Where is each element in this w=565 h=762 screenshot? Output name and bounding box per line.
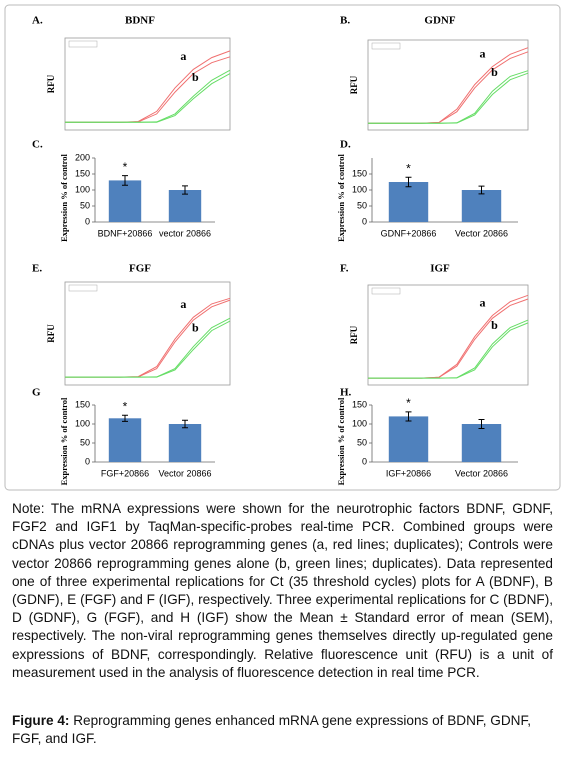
- x-tick-label: GDNF+20866: [381, 228, 437, 238]
- rfu-curve: [368, 72, 529, 124]
- x-tick-label: Vector 20866: [455, 468, 508, 478]
- x-tick-label: FGF+20866: [101, 468, 149, 478]
- y-axis-label: RFU: [349, 75, 359, 94]
- curve-label: a: [180, 49, 186, 63]
- y-tick-label: 50: [80, 200, 90, 210]
- panel-label: F.: [340, 263, 349, 275]
- panel-title: GDNF: [424, 15, 455, 27]
- y-axis-label: RFU: [46, 74, 56, 93]
- curve-label: b: [491, 318, 498, 332]
- error-bar: [182, 185, 188, 195]
- y-tick-label: 150: [75, 399, 90, 409]
- error-bar: [478, 185, 485, 195]
- y-tick-label: 100: [352, 184, 367, 194]
- bar: [168, 424, 202, 462]
- curve-label: a: [479, 46, 485, 60]
- significance-mark: *: [123, 399, 128, 413]
- figure-border: [4, 4, 561, 491]
- legend-box: [371, 42, 401, 50]
- panel-label: G: [32, 387, 41, 399]
- y-axis-label: RFU: [349, 325, 359, 344]
- panel-label: C.: [32, 139, 43, 151]
- curve-label: b: [192, 70, 199, 84]
- bar: [388, 416, 429, 462]
- caption: Figure 4: Reprogramming genes enhanced m…: [12, 712, 553, 748]
- rfu-curve: [65, 73, 231, 123]
- curve-label: a: [479, 295, 485, 309]
- legend-box: [371, 287, 401, 295]
- bar: [168, 190, 202, 222]
- error-bar: [405, 411, 412, 422]
- bar: [108, 180, 142, 222]
- y-tick-label: 50: [80, 437, 90, 447]
- y-axis-label: Expression % of control: [59, 397, 69, 485]
- rfu-curve: [65, 320, 231, 378]
- y-tick-label: 100: [352, 418, 367, 428]
- curve-label: a: [180, 297, 186, 311]
- panel-label: H.: [340, 387, 352, 399]
- error-bar: [478, 418, 485, 430]
- rfu-curve: [368, 322, 529, 379]
- y-axis-label: Expression % of control: [336, 153, 346, 241]
- y-tick-label: 200: [75, 152, 90, 162]
- significance-mark: *: [123, 160, 128, 174]
- error-bar: [122, 175, 128, 186]
- y-tick-label: 0: [362, 456, 367, 466]
- y-tick-label: 0: [85, 216, 90, 226]
- curve-label: b: [192, 320, 199, 334]
- bar: [388, 182, 429, 222]
- y-tick-label: 100: [75, 184, 90, 194]
- caption-text: Reprogramming genes enhanced mRNA gene e…: [12, 713, 532, 746]
- panel-label: D.: [340, 139, 351, 151]
- panel-title: BDNF: [125, 15, 155, 27]
- legend-box: [68, 40, 98, 48]
- y-tick-label: 150: [352, 168, 367, 178]
- y-tick-label: 100: [75, 418, 90, 428]
- error-bar: [182, 419, 188, 429]
- y-tick-label: 0: [362, 216, 367, 226]
- significance-mark: *: [406, 161, 411, 175]
- y-axis-label: RFU: [46, 324, 56, 343]
- note: Note: The mRNA expressions were shown fo…: [12, 501, 553, 680]
- panel-label: E.: [32, 263, 42, 275]
- significance-mark: *: [406, 396, 411, 410]
- plot-frame: [64, 281, 231, 386]
- y-tick-label: 0: [85, 456, 90, 466]
- y-tick-label: 50: [357, 437, 367, 447]
- y-axis-label: Expression % of control: [59, 153, 69, 241]
- curve-label: b: [491, 65, 498, 79]
- x-tick-label: vector 20866: [159, 228, 211, 238]
- y-axis-label: Expression % of control: [336, 397, 346, 485]
- x-tick-label: BDNF+20866: [98, 228, 153, 238]
- bar: [461, 424, 502, 462]
- panel-label: B.: [340, 15, 350, 27]
- panel-title: IGF: [430, 263, 450, 275]
- x-tick-label: IGF+20866: [386, 468, 431, 478]
- error-bar: [405, 176, 412, 188]
- plot-frame: [367, 39, 529, 131]
- y-tick-label: 150: [75, 168, 90, 178]
- panel-label: A.: [32, 15, 43, 27]
- caption-label: Figure 4:: [12, 713, 70, 728]
- bar: [461, 190, 502, 222]
- plot-frame: [64, 37, 231, 131]
- panel-title: FGF: [129, 263, 151, 275]
- y-tick-label: 150: [352, 399, 367, 409]
- x-tick-label: Vector 20866: [455, 228, 508, 238]
- error-bar: [122, 414, 128, 422]
- y-tick-label: 50: [357, 200, 367, 210]
- x-tick-label: Vector 20866: [158, 468, 211, 478]
- legend-box: [68, 284, 98, 292]
- bar: [108, 418, 142, 462]
- plot-frame: [367, 284, 529, 386]
